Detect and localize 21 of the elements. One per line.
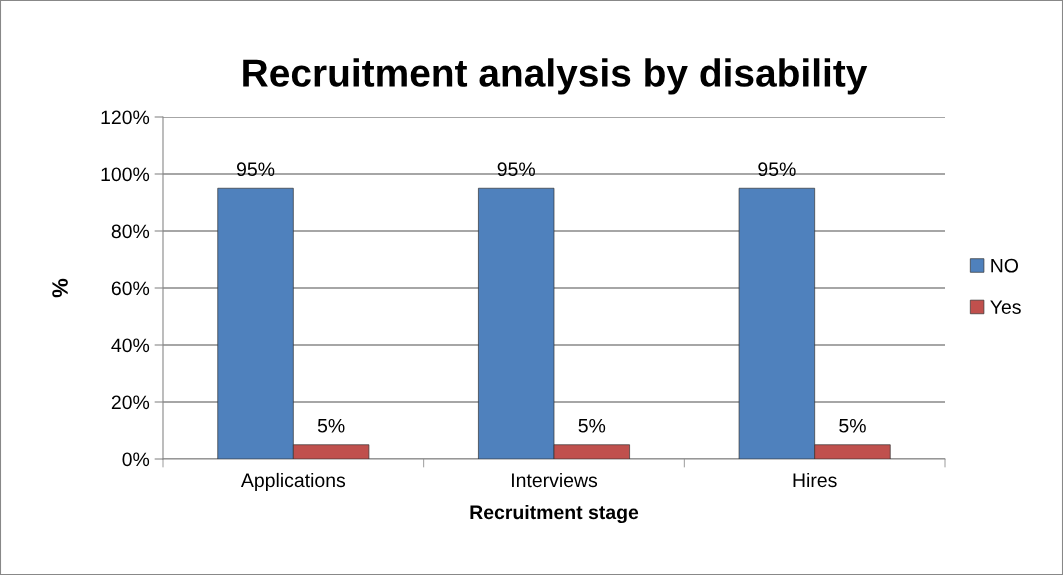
- data-label: 95%: [236, 162, 275, 177]
- x-axis-title: Recruitment stage: [470, 504, 639, 524]
- y-tick-label: 80%: [111, 224, 150, 239]
- y-tick-label: 40%: [111, 338, 150, 353]
- y-tick-label: 120%: [101, 110, 150, 125]
- y-tick-label: 100%: [101, 167, 150, 182]
- y-tick-label: 0%: [122, 452, 150, 467]
- data-label: 5%: [839, 418, 866, 433]
- x-tick-label: Applications: [240, 472, 346, 492]
- x-tick-label: Interviews: [512, 472, 598, 488]
- legend-label: Yes: [990, 300, 1021, 314]
- y-tick-label: 20%: [111, 395, 150, 410]
- data-label: 5%: [317, 418, 345, 433]
- x-tick-label: Hires: [793, 472, 837, 488]
- data-label: 5%: [578, 418, 606, 433]
- data-label: 95%: [758, 162, 796, 177]
- chart-title: Recruitment analysis by disability: [243, 58, 868, 95]
- y-tick-label: 60%: [111, 281, 150, 296]
- y-axis-title: %: [52, 278, 68, 298]
- data-label: 95%: [497, 162, 535, 177]
- legend-label: NO: [991, 258, 1018, 273]
